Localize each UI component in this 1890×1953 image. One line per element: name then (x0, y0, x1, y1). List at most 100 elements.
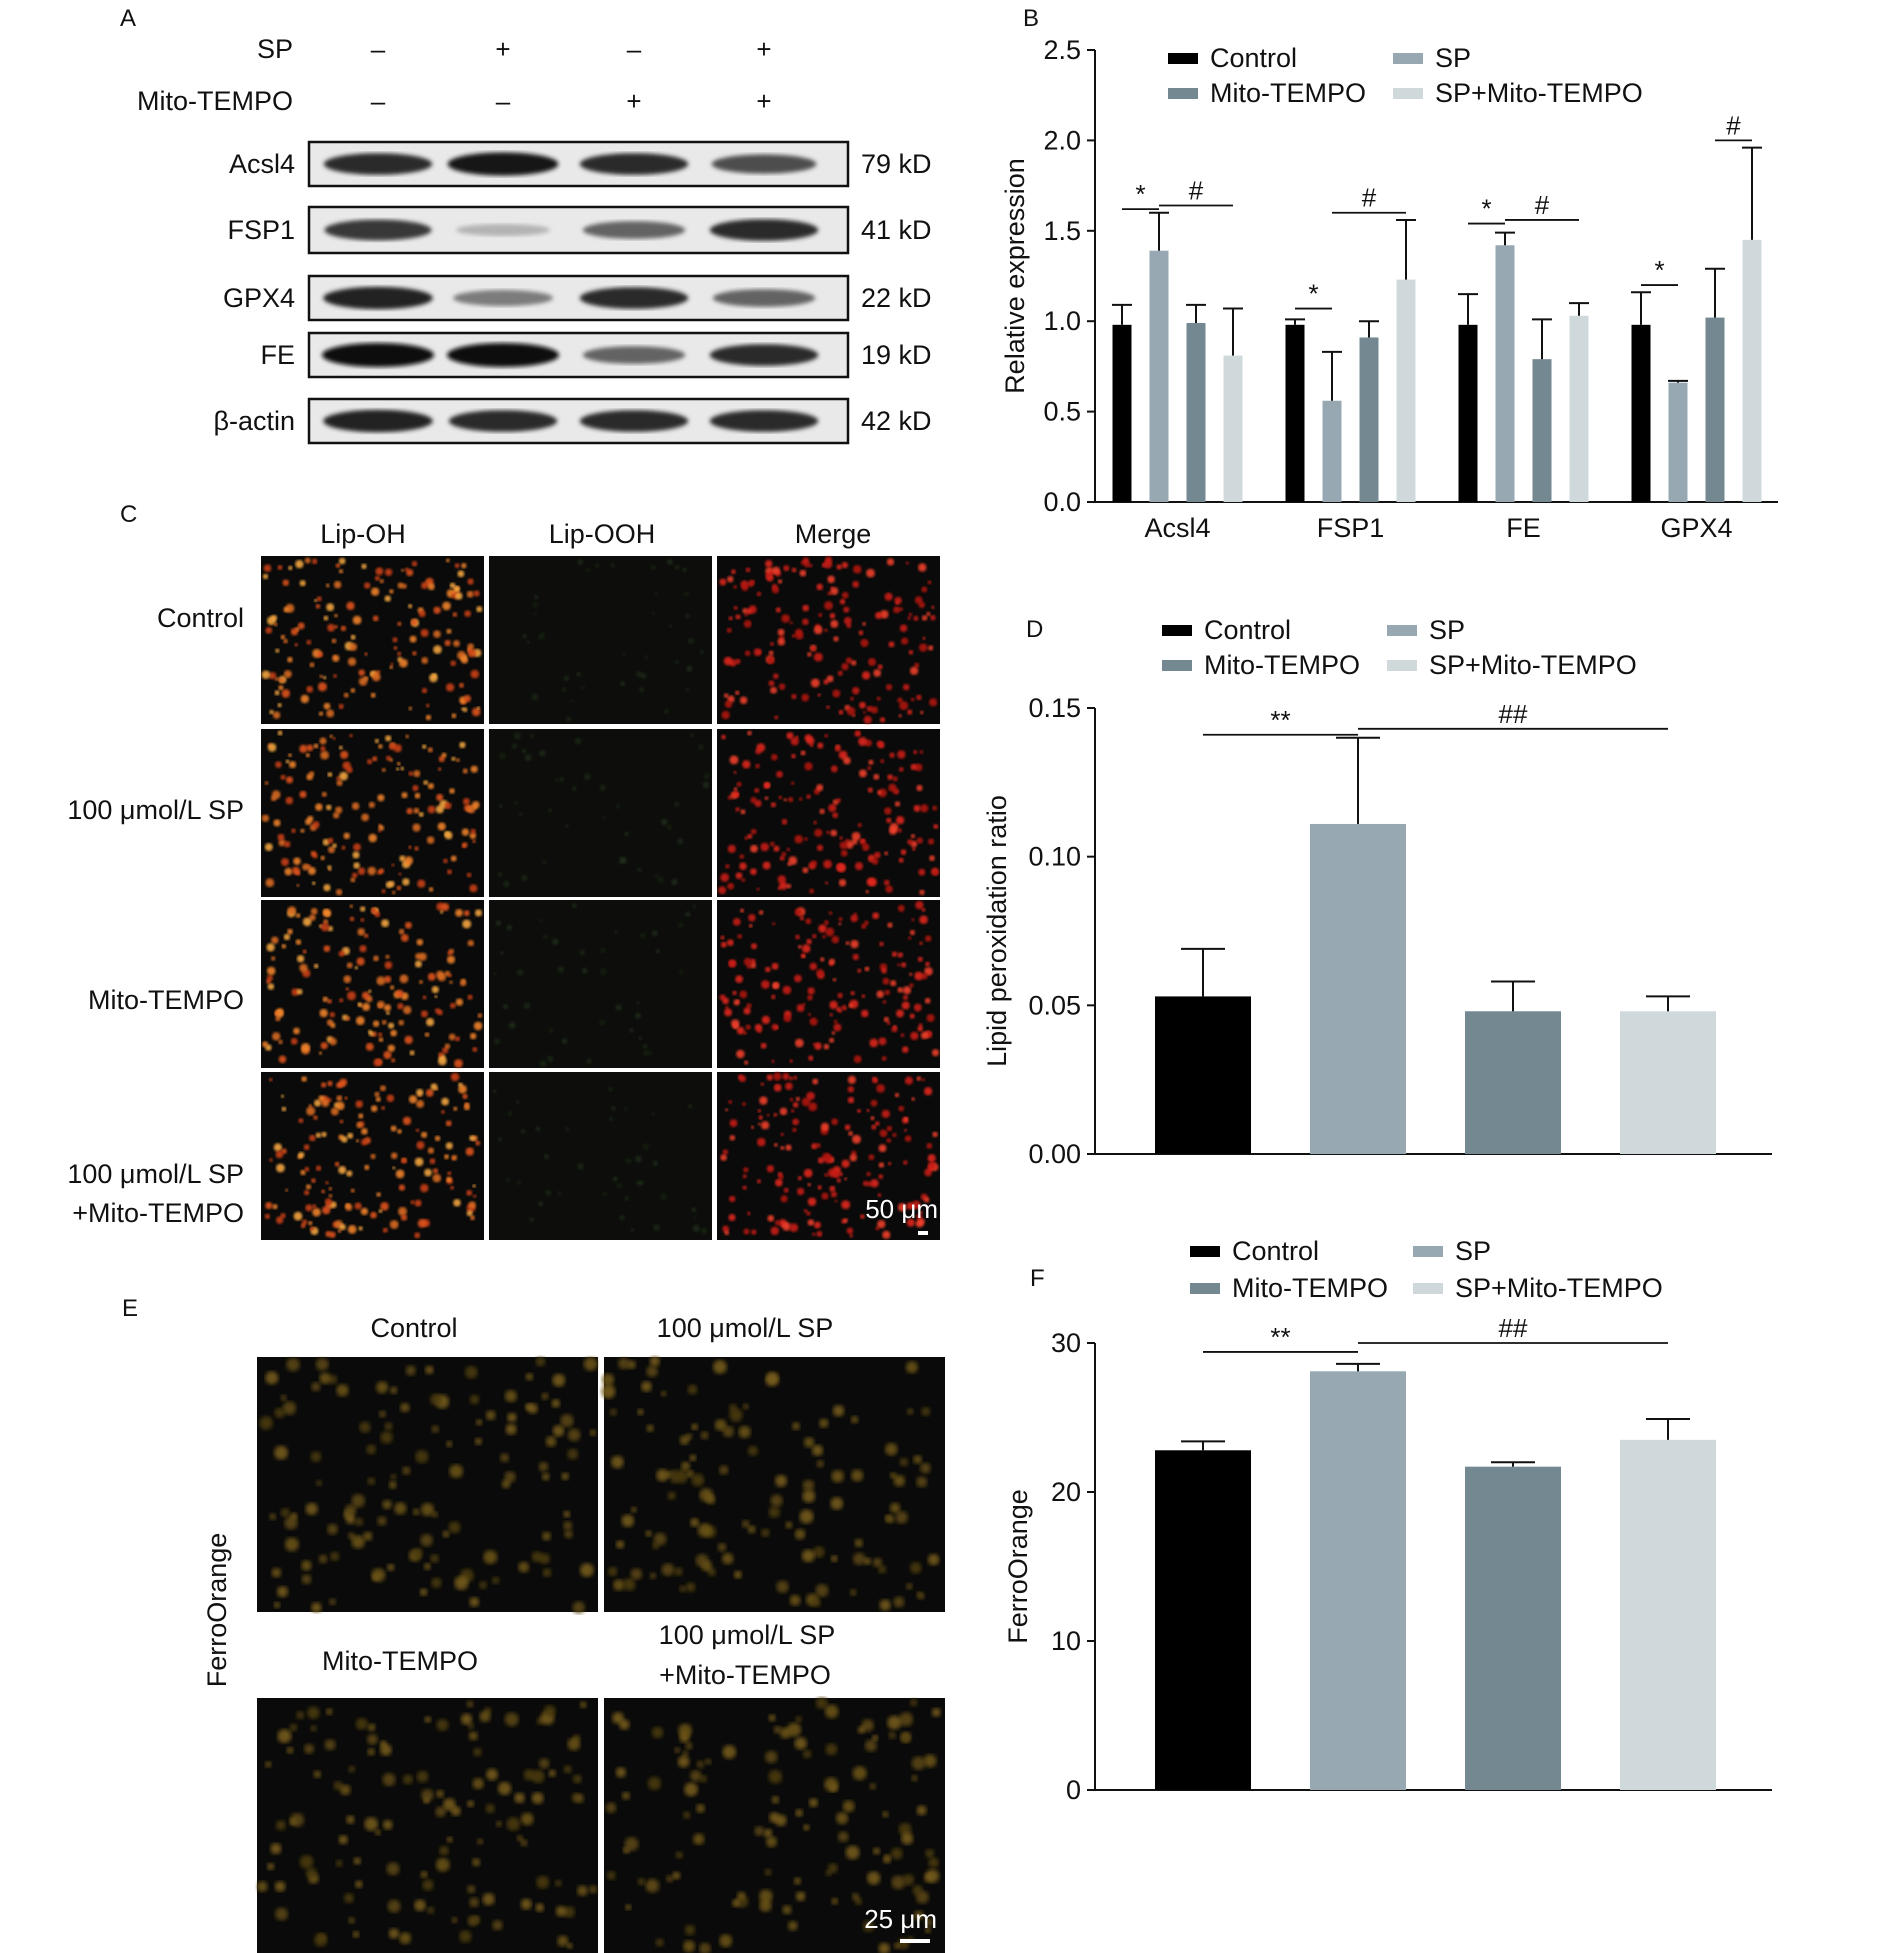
cell-spot (353, 862, 360, 869)
cell-spot (679, 969, 684, 975)
cell-spot (400, 1402, 410, 1413)
bar-mito-tempo-fe (1532, 359, 1552, 502)
cell-spot (793, 1877, 802, 1885)
cell-spot (888, 641, 895, 648)
cell-spot (561, 1472, 569, 1481)
cell-spot (923, 1197, 930, 1203)
cell-spot (454, 586, 460, 592)
protein-label-gpx4: GPX4 (223, 283, 295, 313)
significance-mark: # (1362, 183, 1377, 213)
cell-spot (736, 781, 742, 787)
cell-spot (779, 855, 785, 861)
cell-spot (311, 1178, 316, 1183)
cell-spot (851, 831, 861, 841)
cell-spot (800, 750, 806, 756)
cell-spot (319, 737, 327, 745)
cell-spot (268, 672, 277, 680)
cell-spot (315, 1165, 322, 1171)
cell-spot (563, 1906, 575, 1918)
cell-spot (812, 1078, 819, 1085)
cell-spot (717, 1542, 727, 1552)
cell-spot (910, 834, 916, 839)
cell-spot (508, 1021, 516, 1029)
cell-spot (328, 1194, 333, 1198)
cell-spot (820, 957, 825, 962)
cell-spot (729, 1195, 736, 1203)
panel-label-f: F (1030, 1265, 1045, 1292)
cell-spot (346, 1170, 353, 1177)
cell-spot (928, 1857, 939, 1868)
cell-spot (364, 652, 368, 656)
cell-spot (866, 877, 875, 886)
cell-spot (330, 1551, 340, 1561)
cell-spot (652, 1160, 659, 1166)
cell-spot (274, 690, 280, 696)
cell-spot (435, 1008, 441, 1014)
cell-spot (750, 844, 758, 853)
cell-spot (926, 1142, 933, 1149)
cell-spot (851, 660, 857, 666)
cell-spot (385, 954, 390, 959)
micrograph-tile (604, 1357, 945, 1612)
cell-spot (286, 1746, 294, 1754)
cell-spot (723, 693, 729, 698)
cell-spot (643, 1049, 650, 1057)
cell-spot (745, 1024, 751, 1030)
cell-spot (901, 1001, 910, 1010)
cell-spot (498, 803, 503, 808)
cell-spot (871, 1734, 879, 1742)
cell-spot (346, 601, 355, 611)
cell-spot (621, 1514, 635, 1528)
cell-spot (367, 759, 373, 765)
cell-spot (431, 1511, 438, 1518)
cell-spot (690, 733, 694, 738)
significance-mark: ** (1270, 1322, 1290, 1352)
cell-spot (451, 1917, 458, 1924)
bar-control-fe (1458, 324, 1478, 502)
cell-spot (374, 911, 381, 918)
cell-spot (637, 1408, 644, 1416)
cell-spot (732, 1023, 739, 1030)
cell-spot (818, 612, 823, 618)
cell-spot (296, 955, 305, 963)
cell-spot (408, 604, 413, 609)
cell-spot (636, 671, 643, 678)
legend-label-sp: SP (1455, 1236, 1491, 1266)
cell-spot (892, 776, 898, 782)
cell-spot (722, 1552, 734, 1565)
cell-spot (616, 1540, 625, 1549)
cell-spot (436, 1719, 449, 1731)
cell-spot (774, 1178, 783, 1187)
cell-spot (261, 814, 270, 822)
cell-spot (362, 1002, 371, 1011)
cell-spot (473, 1747, 482, 1757)
cell-spot (265, 1202, 273, 1210)
cell-spot (754, 1826, 765, 1836)
cell-spot (402, 1774, 413, 1785)
cell-spot (899, 1457, 909, 1467)
cell-spot (608, 1087, 613, 1092)
cell-spot (416, 1099, 425, 1108)
cell-spot (864, 1739, 877, 1752)
cell-spot (639, 933, 646, 939)
cell-spot (405, 1365, 416, 1376)
cell-spot (639, 1180, 644, 1186)
cell-spot (795, 1809, 803, 1817)
cell-spot (360, 918, 365, 922)
cell-spot (381, 1019, 387, 1025)
cell-spot (776, 1580, 789, 1594)
cell-spot (460, 1713, 473, 1725)
cell-spot (586, 1058, 592, 1064)
cell-spot (700, 1431, 709, 1440)
cell-spot (396, 767, 400, 771)
protein-label-fe: FE (260, 340, 295, 370)
cell-spot (548, 1769, 556, 1777)
y-axis-label: Lipid peroxidation ratio (982, 795, 1012, 1067)
cell-spot (674, 801, 680, 807)
cell-spot (795, 1096, 801, 1102)
cell-spot (785, 1144, 792, 1151)
cell-spot (299, 790, 307, 799)
micrograph-tile (489, 556, 712, 724)
cell-spot (361, 1128, 368, 1135)
cell-spot (456, 758, 460, 763)
